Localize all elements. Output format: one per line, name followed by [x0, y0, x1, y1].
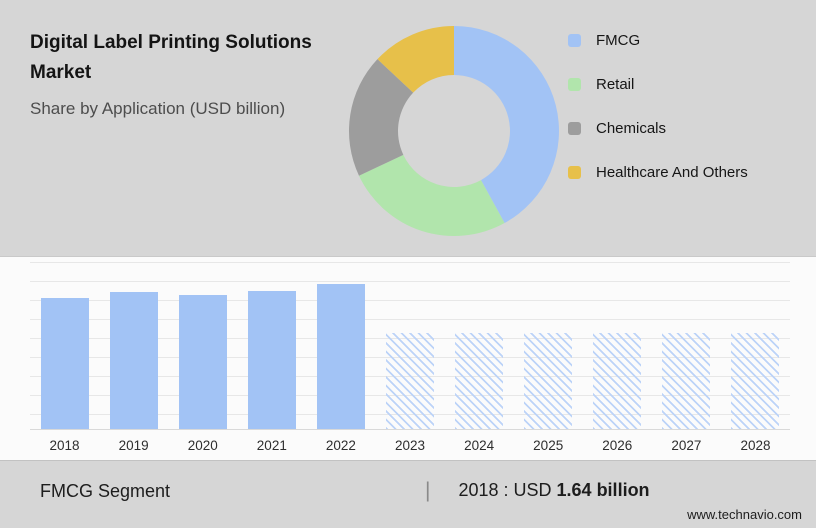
forecast-bar-2023	[386, 333, 435, 429]
legend-label: Healthcare And Others	[596, 164, 748, 181]
x-tick-2019: 2019	[118, 437, 149, 453]
legend-item-fmcg: FMCG	[568, 32, 748, 49]
x-tick-2028: 2028	[740, 437, 771, 453]
bar-chart-panel: 2018 2019 2020 2021 2022 2023 2024 2025 2026 2027…	[0, 256, 816, 461]
donut-segment-retail	[358, 154, 505, 236]
legend: FMCG Retail Chemicals Healthcare And Others	[568, 32, 748, 208]
bar-2018	[40, 298, 89, 429]
bar-slot-2025	[514, 262, 583, 429]
value-prefix: 2018 : USD	[458, 480, 557, 500]
bar-2019	[109, 292, 158, 429]
x-tick-2024: 2024	[464, 437, 495, 453]
donut-chart-wrap	[345, 22, 563, 240]
forecast-bar-2024	[455, 333, 504, 429]
bar-slot-2027	[652, 262, 721, 429]
legend-label: FMCG	[596, 32, 641, 49]
donut-segment-healthcare-and-others	[377, 26, 454, 93]
bar-slot-2018	[30, 262, 99, 429]
bar-slot-2024	[445, 262, 514, 429]
bar-slot-2021	[237, 262, 306, 429]
x-tick-2020: 2020	[187, 437, 218, 453]
value-bold: 1.64 billion	[556, 480, 650, 500]
page-subtitle: Share by Application (USD billion)	[30, 98, 286, 118]
donut-chart	[348, 26, 559, 236]
donut-segment-fmcg	[454, 26, 559, 224]
bar-2021	[247, 291, 296, 429]
forecast-bar-2026	[593, 333, 642, 429]
bar-2022	[316, 284, 365, 429]
bar-slot-2020	[168, 262, 237, 429]
segment-value: | 2018 : USD 1.64 billion	[425, 479, 650, 503]
legend-swatch	[568, 78, 581, 91]
x-tick-2025: 2025	[533, 437, 564, 453]
legend-swatch	[568, 34, 581, 47]
divider: |	[425, 479, 431, 502]
legend-swatch	[568, 166, 581, 179]
donut-segment-chemicals	[348, 59, 414, 176]
legend-label: Retail	[596, 76, 635, 93]
x-tick-2023: 2023	[394, 437, 426, 453]
legend-swatch	[568, 122, 581, 135]
x-tick-2018: 2018	[49, 437, 80, 453]
bar-slot-2028	[721, 262, 790, 429]
bar-chart-plot	[30, 262, 790, 430]
legend-item-retail: Retail	[568, 76, 748, 93]
segment-label: FMCG Segment	[40, 481, 171, 501]
legend-item-healthcare-and-others: Healthcare And Others	[568, 164, 748, 181]
legend-item-chemicals: Chemicals	[568, 120, 748, 137]
bar-slot-2022	[306, 262, 375, 429]
forecast-bar-2028	[731, 333, 780, 429]
x-axis-labels: 2018 2019 2020 2021 2022 2023 2024 2025 2026 2027…	[30, 430, 790, 460]
forecast-bar-2027	[662, 333, 711, 429]
footer-section: FMCG Segment | 2018 : USD 1.64 billion ww…	[0, 461, 816, 527]
x-tick-2027: 2027	[671, 437, 702, 453]
header-section: Digital Label Printing Solutions Market …	[0, 0, 816, 243]
x-tick-2022: 2022	[325, 437, 356, 453]
x-tick-2021: 2021	[256, 437, 287, 453]
bars-row	[30, 262, 790, 429]
bar-slot-2026	[583, 262, 652, 429]
page-title: Digital Label Printing Solutions Market	[30, 32, 312, 84]
bar-2020	[178, 295, 227, 429]
bar-slot-2023	[375, 262, 444, 429]
title-block: Digital Label Printing Solutions Market …	[30, 28, 360, 119]
legend-label: Chemicals	[596, 120, 667, 137]
forecast-bar-2025	[524, 333, 573, 429]
website-link: www.technavio.com	[687, 507, 802, 522]
bar-slot-2019	[99, 262, 168, 429]
x-tick-2026: 2026	[602, 437, 633, 453]
